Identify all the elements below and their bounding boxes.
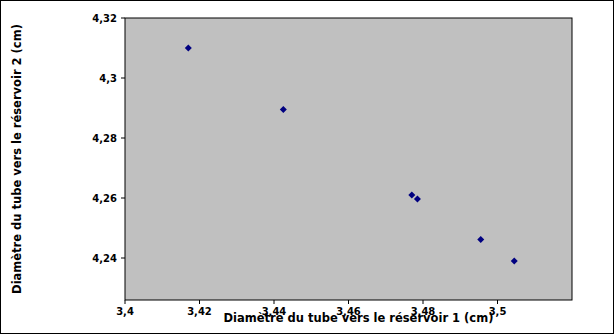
point bbox=[185, 45, 192, 52]
y-tick-label: 4,24 bbox=[92, 253, 117, 264]
point bbox=[280, 106, 287, 113]
chart-border bbox=[1, 1, 614, 334]
chart: 3,43,423,443,463,483,54,244,264,284,34,3… bbox=[0, 0, 614, 334]
y-tick bbox=[121, 138, 125, 139]
x-tick bbox=[199, 300, 200, 304]
x-tick-label: 3,42 bbox=[187, 306, 212, 317]
point bbox=[408, 192, 415, 199]
y-tick-label: 4,26 bbox=[92, 193, 117, 204]
x-axis-label: Diamètre du tube vers le réservoir 1 (cm… bbox=[224, 311, 494, 325]
point bbox=[414, 195, 421, 202]
points bbox=[185, 45, 518, 265]
y-axis-label: Diamètre du tube vers le réservoir 2 (cm… bbox=[10, 24, 24, 294]
y-tick bbox=[121, 18, 125, 19]
y-tick bbox=[121, 198, 125, 199]
point bbox=[477, 236, 484, 243]
x-tick-label: 3,4 bbox=[116, 306, 134, 317]
x-tick bbox=[125, 300, 126, 304]
y-tick-label: 4,28 bbox=[92, 133, 117, 144]
x-tick bbox=[423, 300, 424, 304]
x-tick bbox=[348, 300, 349, 304]
y-tick-label: 4,3 bbox=[99, 73, 117, 84]
x-tick bbox=[274, 300, 275, 304]
plot-area bbox=[125, 18, 572, 300]
plot-frame bbox=[125, 18, 572, 300]
x-tick bbox=[497, 300, 498, 304]
point bbox=[511, 258, 518, 265]
y-tick-label: 4,32 bbox=[92, 13, 117, 24]
y-tick bbox=[121, 78, 125, 79]
y-tick bbox=[121, 258, 125, 259]
